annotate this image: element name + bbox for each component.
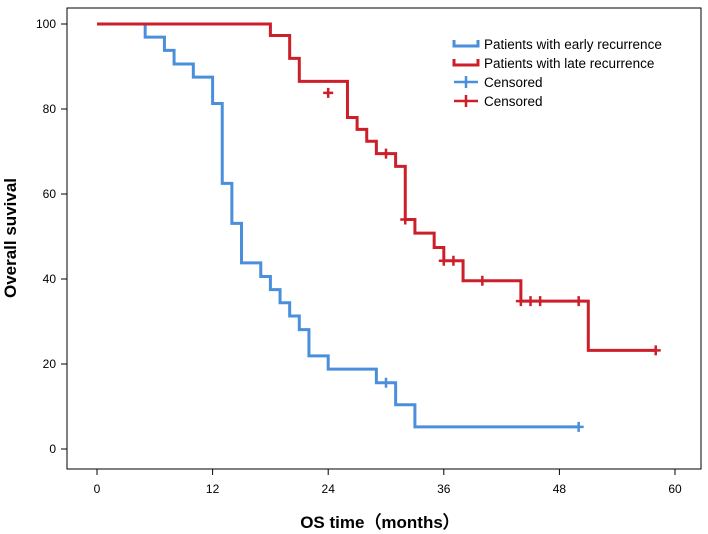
censor-mark-late bbox=[535, 296, 546, 307]
y-tick-label: 100 bbox=[36, 17, 56, 31]
censor-mark-late bbox=[573, 296, 584, 307]
x-axis-title: OS time（months） bbox=[300, 512, 460, 532]
x-tick-label: 36 bbox=[437, 482, 451, 496]
censor-mark-early bbox=[381, 377, 391, 388]
censor-mark-late bbox=[400, 214, 411, 225]
legend-label: Censored bbox=[484, 94, 543, 109]
y-tick-label: 20 bbox=[43, 357, 57, 371]
x-tick-label: 60 bbox=[668, 482, 682, 496]
censor-mark-late bbox=[477, 275, 488, 286]
y-tick-label: 40 bbox=[43, 272, 57, 286]
legend-label: Patients with late recurrence bbox=[484, 56, 654, 71]
x-tick-label: 48 bbox=[553, 482, 567, 496]
censor-mark-late bbox=[515, 296, 526, 307]
y-tick-label: 0 bbox=[49, 442, 56, 456]
x-tick-label: 0 bbox=[94, 482, 101, 496]
censor-mark-late bbox=[381, 148, 391, 159]
legend: Patients with early recurrence Patients w… bbox=[452, 37, 662, 109]
survival-curve-early bbox=[97, 22, 579, 429]
x-tick-label: 12 bbox=[206, 482, 220, 496]
legend-swatch-censor bbox=[454, 95, 478, 107]
censor-mark-late bbox=[438, 255, 449, 266]
censor-mark-early bbox=[573, 421, 584, 432]
legend-swatch-step bbox=[452, 40, 480, 48]
censor-mark-late bbox=[650, 345, 661, 356]
legend-swatch-step bbox=[452, 59, 480, 67]
x-tick-label: 24 bbox=[322, 482, 336, 496]
legend-swatch-censor bbox=[454, 76, 478, 88]
y-tick-label: 80 bbox=[43, 102, 57, 116]
y-tick-label: 60 bbox=[43, 187, 57, 201]
y-axis-title: Overall suvival bbox=[1, 178, 20, 298]
survival-curve-late bbox=[97, 22, 656, 352]
censor-mark-late bbox=[448, 255, 459, 266]
censor-mark-late bbox=[525, 296, 536, 307]
plot-frame bbox=[66, 7, 702, 470]
series-layer bbox=[97, 22, 661, 432]
legend-label: Censored bbox=[484, 75, 543, 90]
censor-mark-late bbox=[323, 87, 334, 98]
legend-label: Patients with early recurrence bbox=[484, 37, 662, 52]
axes: 0 12 24 36 48 60 0 20 40 60 80 100 bbox=[36, 17, 682, 496]
